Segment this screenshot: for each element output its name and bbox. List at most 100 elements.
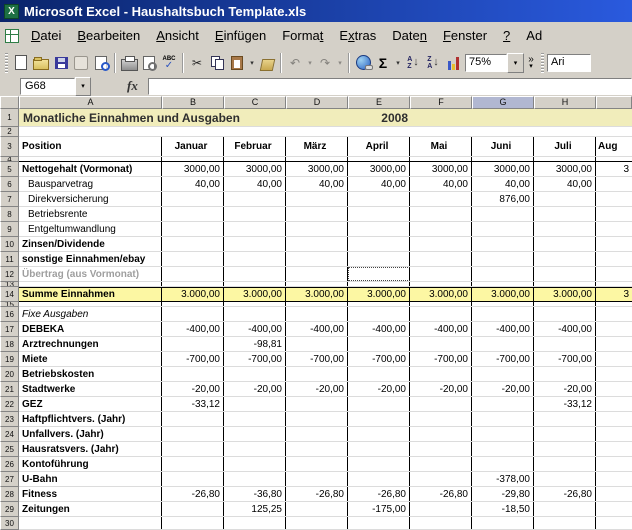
row-header-26[interactable]: 26 [0,457,19,472]
cell[interactable]: -20,00 [162,382,224,396]
cell[interactable]: -700,00 [410,352,472,366]
print-preview-button[interactable] [139,52,159,74]
cell[interactable]: -20,00 [224,382,286,396]
cell[interactable] [286,457,348,471]
cell[interactable]: -33,12 [162,397,224,411]
menu-datei[interactable]: Datei [31,28,62,43]
row-label-cell[interactable]: Hausratsvers. (Jahr) [19,442,162,456]
cell[interactable] [472,267,534,281]
menu-format[interactable]: Format [282,28,324,43]
cell[interactable] [534,252,596,266]
cell[interactable]: -26,80 [162,487,224,501]
cell[interactable] [410,207,472,221]
row-label-cell[interactable]: Betriebskosten [19,367,162,381]
row-label-cell[interactable]: Kontoführung [19,457,162,471]
cell[interactable]: -20,00 [286,382,348,396]
cell[interactable] [596,282,632,286]
cell[interactable]: -700,00 [224,352,286,366]
cell[interactable] [286,442,348,456]
cell[interactable] [286,157,348,161]
cell[interactable]: -700,00 [472,352,534,366]
cell[interactable]: 40,00 [410,177,472,191]
row-label-cell[interactable]: Betriebsrente [19,207,162,221]
cell[interactable] [348,367,410,381]
cell[interactable] [410,457,472,471]
column-header-partial[interactable] [596,96,632,109]
cell[interactable] [410,302,472,306]
cell[interactable] [472,282,534,286]
cell[interactable] [410,127,472,136]
cell[interactable] [224,367,286,381]
chart-wizard-button[interactable] [443,52,463,74]
cell[interactable]: Juni [472,137,534,156]
cell[interactable] [224,302,286,306]
cell[interactable] [162,282,224,286]
cell[interactable] [348,157,410,161]
cell[interactable] [596,207,632,221]
cell[interactable] [348,457,410,471]
cell[interactable] [286,237,348,251]
row-label-cell[interactable]: Stadtwerke [19,382,162,396]
cell[interactable] [286,127,348,136]
cell[interactable] [162,252,224,266]
cell[interactable]: -33,12 [534,397,596,411]
toolbar-grip[interactable] [5,52,8,73]
cell[interactable] [162,337,224,351]
cell[interactable] [534,337,596,351]
cell[interactable]: -400,00 [534,322,596,336]
cell[interactable]: -175,00 [348,502,410,516]
cell[interactable] [286,502,348,516]
cell[interactable]: Februar [224,137,286,156]
column-header-D[interactable]: D [286,96,348,109]
cell[interactable]: 3.000,00 [472,288,534,301]
cell[interactable]: 3000,00 [348,162,410,176]
cell[interactable] [534,457,596,471]
cell[interactable] [286,367,348,381]
cell[interactable] [596,252,632,266]
cell[interactable] [286,302,348,306]
cell[interactable] [410,267,472,281]
cell[interactable] [534,412,596,426]
cell[interactable] [596,302,632,306]
row-header-20[interactable]: 20 [0,367,19,382]
cell[interactable] [224,412,286,426]
cell[interactable] [348,222,410,236]
formula-input[interactable] [147,77,632,95]
cell[interactable] [472,207,534,221]
cell[interactable] [410,367,472,381]
cell[interactable] [596,192,632,206]
cell[interactable] [224,267,286,281]
cell[interactable]: 3.000,00 [286,288,348,301]
cell[interactable] [472,457,534,471]
cell[interactable] [348,412,410,426]
fx-icon[interactable]: fx [127,78,138,93]
cell[interactable] [596,127,632,136]
toolbar-options-button[interactable]: » ▾ [524,54,538,70]
cell[interactable]: -378,00 [472,472,534,486]
row-header-15[interactable]: 15 [0,302,19,307]
cell[interactable] [472,427,534,441]
cell[interactable] [224,442,286,456]
menu-einfuegen[interactable]: Einfügen [214,28,267,43]
cell[interactable] [472,252,534,266]
cell[interactable] [224,472,286,486]
cell[interactable]: -400,00 [348,322,410,336]
row-label-cell[interactable]: Übertrag (aus Vormonat) [19,267,162,281]
hyperlink-button[interactable] [353,52,373,74]
cell[interactable] [596,502,632,516]
cell[interactable]: 3000,00 [286,162,348,176]
menu-extras[interactable]: Extras [339,28,377,43]
row-header-3[interactable]: 3 [0,137,19,157]
cell[interactable] [410,282,472,286]
row-header-27[interactable]: 27 [0,472,19,487]
cell[interactable] [410,517,472,529]
menu-adobe[interactable]: Ad [526,28,543,43]
cell[interactable]: -400,00 [162,322,224,336]
cell[interactable] [472,237,534,251]
cell[interactable]: -700,00 [534,352,596,366]
row-label-cell[interactable] [19,127,162,136]
row-header-24[interactable]: 24 [0,427,19,442]
cell[interactable]: -26,80 [348,487,410,501]
cell[interactable]: -400,00 [472,322,534,336]
cell[interactable] [224,222,286,236]
